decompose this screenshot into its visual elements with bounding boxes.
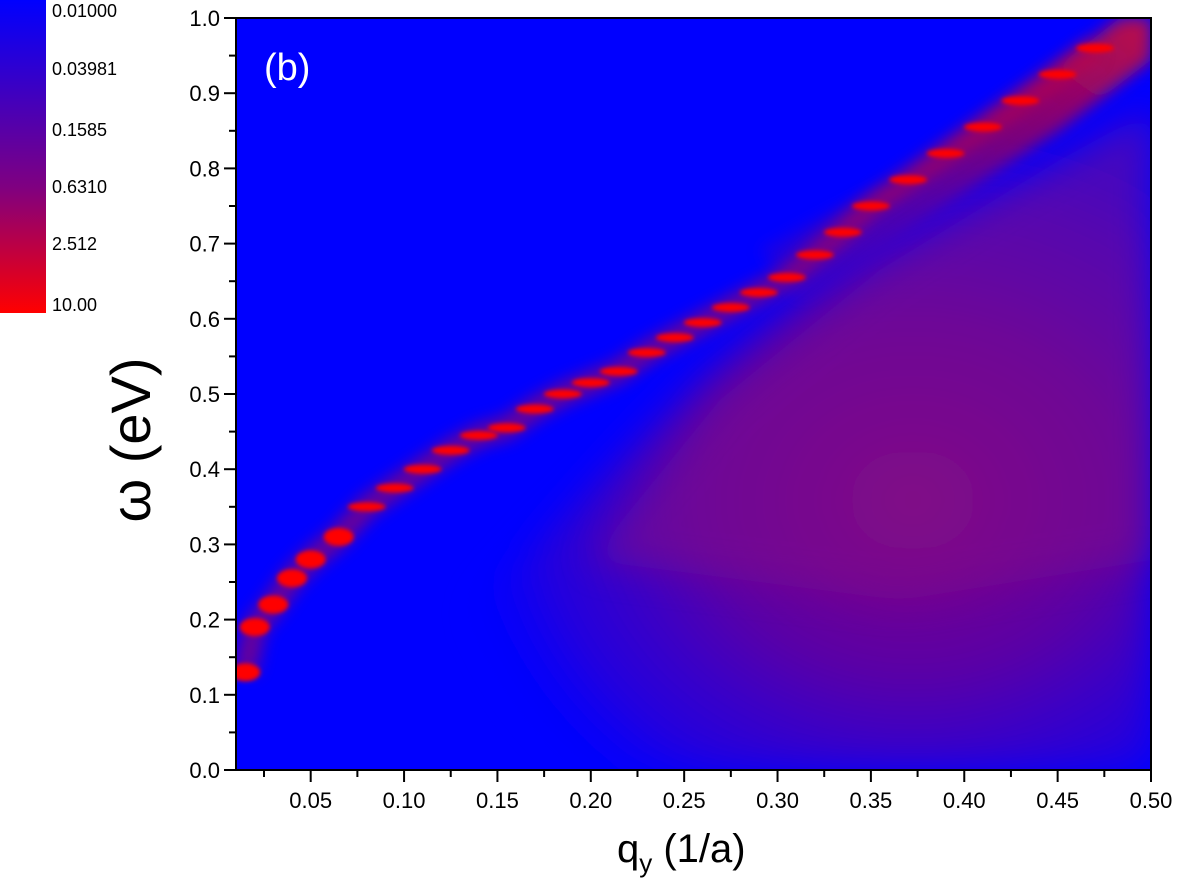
- plasmon-point: [403, 464, 442, 474]
- plasmon-point: [795, 250, 834, 260]
- plasmon-point: [277, 569, 307, 588]
- plasmon-point: [295, 550, 326, 569]
- plasmon-point: [347, 502, 386, 512]
- plasmon-point: [739, 288, 778, 297]
- plasmon-point: [487, 423, 526, 433]
- panel-label: (b): [264, 47, 310, 89]
- y-tick-label: 1.0: [189, 6, 220, 31]
- colorbar-label: 0.03981: [52, 59, 117, 79]
- plasmon-point: [627, 348, 666, 358]
- x-tick-label: 0.15: [476, 788, 519, 813]
- plasmon-point: [711, 303, 750, 312]
- x-tick-label: 0.40: [943, 788, 986, 813]
- x-axis-title: qy (1/a): [617, 827, 746, 878]
- y-tick-label: 0.0: [189, 758, 220, 783]
- plasmon-point: [963, 122, 1002, 132]
- colorbar-label: 0.01000: [52, 1, 117, 21]
- plasmon-branch: [236, 39, 1114, 682]
- y-tick-label: 0.8: [189, 156, 220, 181]
- x-tick-labels: 0.05 0.10 0.15 0.20 0.25 0.30 0.35 0.40 0.45 0.50: [289, 788, 1172, 813]
- plasmon-point: [236, 663, 261, 682]
- y-tick-label: 0.2: [189, 608, 220, 633]
- plasmon-point: [543, 389, 582, 399]
- x-tick-label: 0.30: [756, 788, 799, 813]
- plasmon-point: [655, 333, 694, 343]
- x-tick-label: 0.50: [1130, 788, 1173, 813]
- plasmon-point: [571, 378, 610, 388]
- plasmon-point: [1001, 96, 1040, 106]
- x-tick-label: 0.35: [849, 788, 892, 813]
- plasmon-point: [323, 527, 354, 546]
- plasmon-point: [926, 148, 965, 158]
- y-tick-label: 0.1: [189, 683, 220, 708]
- x-tick-label: 0.10: [383, 788, 426, 813]
- y-tick-label: 0.9: [189, 81, 220, 106]
- y-tick-labels: 0.0 0.1 0.2 0.3 0.4 0.5 0.6 0.7 0.8 0.9 1.0: [189, 6, 220, 783]
- plasmon-point: [851, 201, 890, 211]
- plasmon-point: [1076, 43, 1114, 53]
- plasmon-point: [431, 445, 470, 455]
- x-tick-label: 0.20: [569, 788, 612, 813]
- continuum-inner: [590, 110, 1151, 600]
- plasmon-point: [515, 404, 554, 414]
- plasmon-point: [889, 175, 928, 185]
- x-axis-subscript: y: [639, 848, 652, 878]
- plasmon-point: [683, 318, 722, 328]
- plasmon-point: [239, 618, 270, 637]
- colorbar-label: 0.1585: [52, 120, 107, 140]
- plasmon-point: [375, 483, 414, 493]
- plot-area: [236, 18, 1151, 770]
- colorbar-gradient: [0, 0, 46, 313]
- y-tick-label: 0.3: [189, 532, 220, 557]
- plasmon-point: [1038, 69, 1077, 79]
- colorbar-label: 0.6310: [52, 177, 107, 197]
- x-tick-label: 0.25: [663, 788, 706, 813]
- y-tick-label: 0.4: [189, 457, 220, 482]
- plasmon-point: [258, 595, 289, 614]
- plasmon-point: [459, 430, 498, 440]
- x-tick-label: 0.45: [1036, 788, 1079, 813]
- plasmon-point: [599, 366, 638, 376]
- colorbar: 0.01000 0.03981 0.1585 0.6310 2.512 10.00: [0, 0, 117, 315]
- axis-ticks: [224, 17, 1152, 782]
- y-tick-label: 0.7: [189, 232, 220, 257]
- colorbar-label: 2.512: [52, 234, 97, 254]
- plasmon-point: [823, 227, 862, 237]
- y-tick-label: 0.6: [189, 307, 220, 332]
- x-tick-label: 0.05: [289, 788, 332, 813]
- y-tick-label: 0.5: [189, 382, 220, 407]
- y-axis-title: ω (eV): [99, 357, 162, 522]
- plasmon-point: [767, 272, 806, 282]
- colorbar-label: 10.00: [52, 295, 97, 315]
